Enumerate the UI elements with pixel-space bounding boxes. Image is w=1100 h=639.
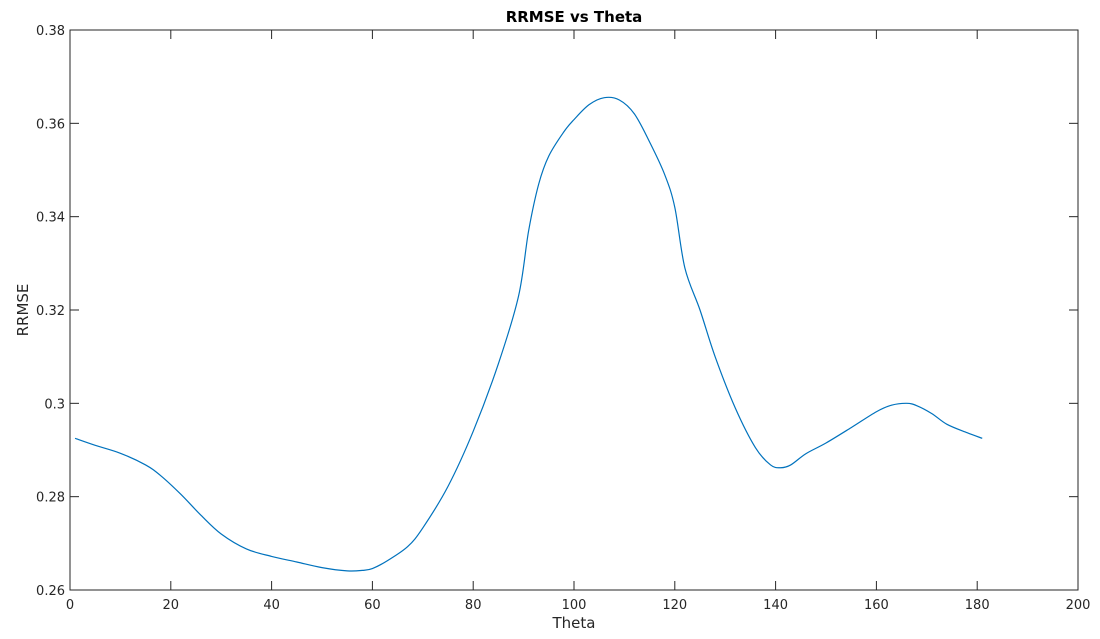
y-tick-label: 0.28 xyxy=(36,491,65,506)
x-tick-label: 160 xyxy=(864,598,889,613)
x-axis-title: Theta xyxy=(552,614,596,632)
y-tick-label: 0.36 xyxy=(36,117,65,132)
x-tick-label: 80 xyxy=(465,598,482,613)
x-tick-label: 20 xyxy=(163,598,180,613)
y-tick-label: 0.34 xyxy=(36,211,65,226)
plot-area xyxy=(69,29,1079,591)
x-tick-label: 0 xyxy=(66,598,74,613)
x-tick-label: 180 xyxy=(965,598,990,613)
series-line xyxy=(74,96,983,572)
x-axis: 0 20 40 60 80 100 120 140 160 180 200 xyxy=(66,30,1091,613)
x-tick-label: 40 xyxy=(263,598,280,613)
x-tick-label: 60 xyxy=(364,598,381,613)
x-tick-label: 140 xyxy=(763,598,788,613)
y-tick-label: 0.32 xyxy=(36,304,65,319)
x-tick-label: 100 xyxy=(562,598,587,613)
y-axis-title: RRMSE xyxy=(14,284,32,337)
y-tick-label: 0.38 xyxy=(36,24,65,39)
x-tick-label: 120 xyxy=(662,598,687,613)
y-tick-label: 0.3 xyxy=(44,397,65,412)
y-tick-label: 0.26 xyxy=(36,584,65,599)
chart-title: RRMSE vs Theta xyxy=(506,8,643,26)
y-axis: 0.26 0.28 0.3 0.32 0.34 0.36 0.38 xyxy=(36,24,1078,599)
x-tick-label: 200 xyxy=(1066,598,1091,613)
series-layer xyxy=(74,96,983,572)
